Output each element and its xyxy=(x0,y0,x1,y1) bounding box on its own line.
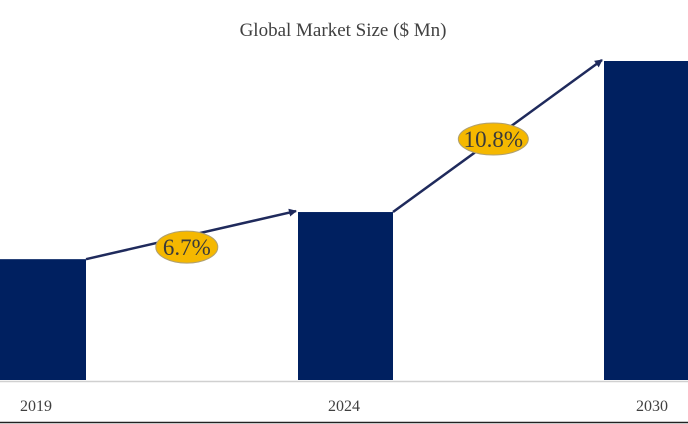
x-tick-label: 2019 xyxy=(20,398,52,415)
bar-2030 xyxy=(604,61,688,380)
bar-2019 xyxy=(0,259,86,380)
x-tick-label: 2030 xyxy=(636,398,668,415)
cagr-badge xyxy=(155,230,219,264)
bar-2024 xyxy=(298,212,393,380)
cagr-label: 10.8% xyxy=(464,127,523,152)
x-tick-label: 2024 xyxy=(328,398,360,415)
chart-title: Global Market Size ($ Mn) xyxy=(240,20,447,41)
cagr-badge xyxy=(457,122,529,156)
cagr-label: 6.7% xyxy=(163,235,211,260)
